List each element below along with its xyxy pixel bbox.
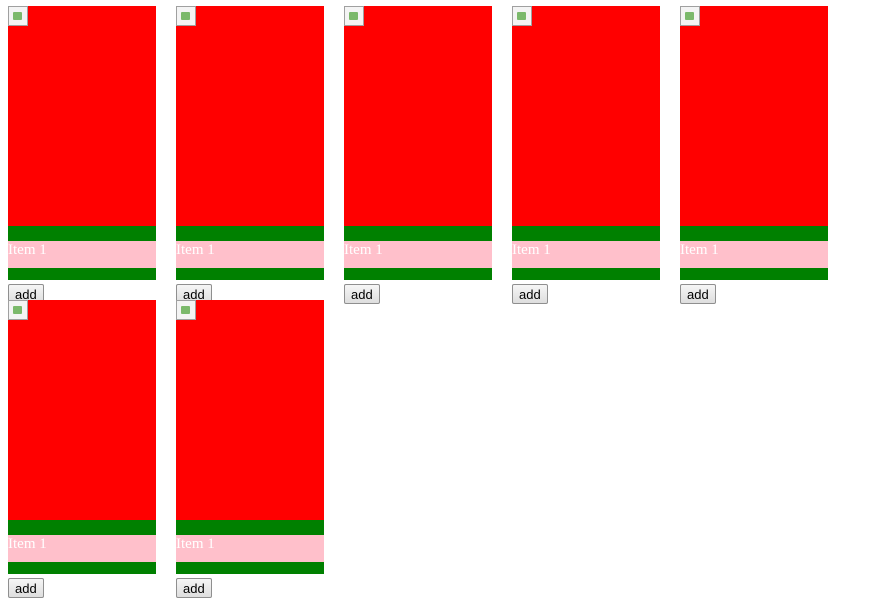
add-button[interactable]: add [8,284,44,304]
item-card: Item 1 [680,6,828,280]
add-button[interactable]: add [176,578,212,598]
green-bar [680,268,828,280]
add-button[interactable]: add [680,284,716,304]
broken-image-icon [512,6,532,26]
item-label: Item 1 [8,535,156,562]
green-bar [176,520,324,535]
broken-image-icon [344,6,364,26]
item-image [176,6,324,226]
item-image [176,300,324,520]
green-bar [8,268,156,280]
item-image [8,6,156,226]
item-image [512,6,660,226]
green-bar [512,226,660,241]
item-label: Item 1 [680,241,828,268]
item-image [8,300,156,520]
green-bar [344,268,492,280]
green-bar [344,226,492,241]
green-bar [8,562,156,574]
item-label: Item 1 [512,241,660,268]
broken-image-icon [176,6,196,26]
item-card: Item 1 [176,6,324,280]
item-card: Item 1 [8,300,156,574]
green-bar [512,268,660,280]
add-button[interactable]: add [176,284,212,304]
item-label: Item 1 [176,241,324,268]
item-label: Item 1 [8,241,156,268]
item-label: Item 1 [344,241,492,268]
add-button[interactable]: add [8,578,44,598]
item-card: Item 1 [512,6,660,280]
item-image [344,6,492,226]
green-bar [8,226,156,241]
item-image [680,6,828,226]
green-bar [176,562,324,574]
green-bar [8,520,156,535]
broken-image-icon [8,300,28,320]
broken-image-icon [680,6,700,26]
item-card: Item 1 [176,300,324,574]
green-bar [176,268,324,280]
item-card: Item 1 [344,6,492,280]
green-bar [176,226,324,241]
broken-image-icon [8,6,28,26]
green-bar [680,226,828,241]
add-button[interactable]: add [344,284,380,304]
item-card: Item 1 [8,6,156,280]
broken-image-icon [176,300,196,320]
add-button[interactable]: add [512,284,548,304]
item-label: Item 1 [176,535,324,562]
